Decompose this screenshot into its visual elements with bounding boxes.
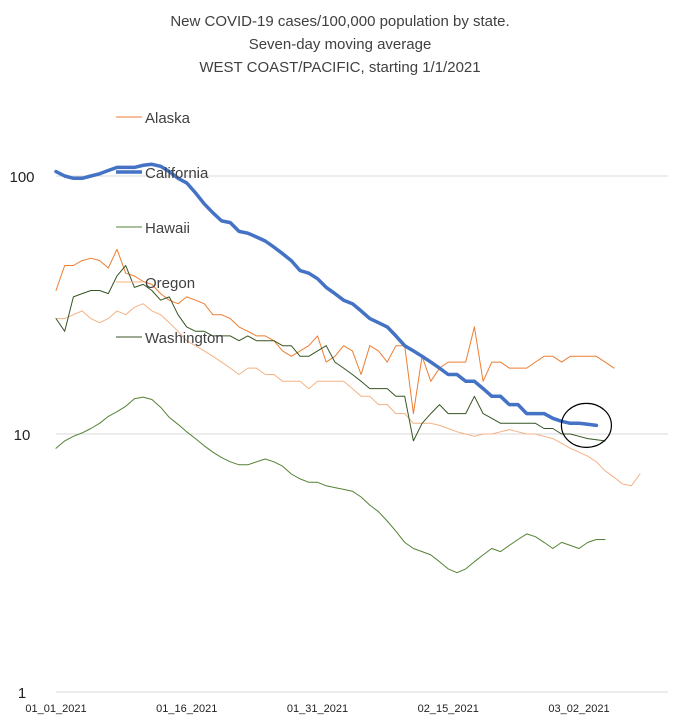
legend-label-oregon: Oregon [145, 275, 195, 292]
legend-label-hawaii: Hawaii [145, 220, 190, 237]
series-line-oregon [55, 303, 641, 487]
axes: 1 10 100 01_01_2021 01_16_2021 01_31_2021 02_1… [9, 169, 668, 715]
legend-label-alaska: Alaska [145, 110, 191, 127]
series-line-hawaii [55, 396, 606, 574]
y-tick-label: 1 [18, 685, 26, 702]
y-tick-label: 10 [14, 427, 31, 444]
y-tick-label: 100 [9, 169, 34, 186]
legend-label-california: California [145, 165, 209, 182]
chart-title-line-1: New COVID-19 cases/100,000 population by… [170, 13, 510, 30]
series-line-washington [55, 265, 606, 442]
x-tick-label: 03_02_2021 [548, 703, 609, 715]
annotation-circle [560, 402, 613, 448]
legend-label-washington: Washington [145, 330, 224, 347]
x-tick-label: 02_15_2021 [418, 703, 479, 715]
chart-title-line-2: Seven-day moving average [248, 36, 432, 53]
x-tick-label: 01_31_2021 [287, 703, 348, 715]
x-tick-label: 01_01_2021 [25, 703, 86, 715]
series-line-california [54, 162, 599, 428]
annotations [560, 402, 613, 448]
gridlines [56, 175, 668, 435]
series-lines [54, 162, 641, 574]
x-tick-label: 01_16_2021 [156, 703, 217, 715]
series-line-alaska [55, 248, 615, 415]
legend: Alaska California Hawaii Oregon Washington [116, 110, 224, 347]
chart-title-line-3: WEST COAST/PACIFIC, starting 1/1/2021 [199, 59, 481, 76]
